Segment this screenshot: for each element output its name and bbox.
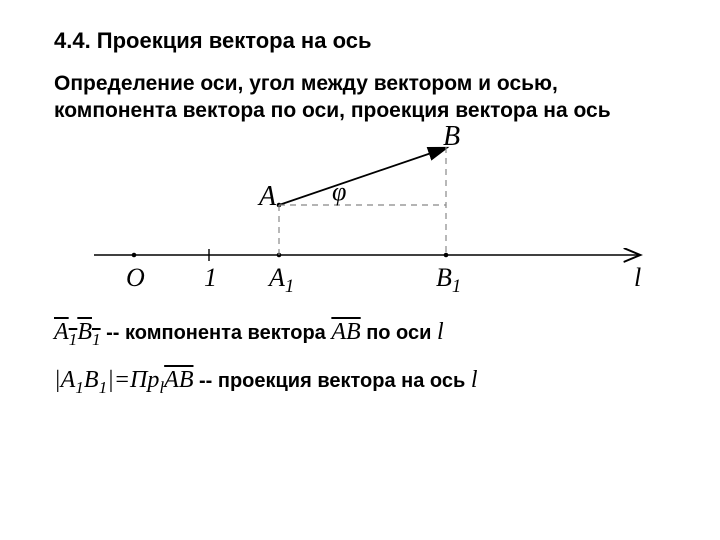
axis-l-symbol-2: l: [471, 367, 478, 393]
label-B: B: [443, 121, 460, 153]
label-B1: B1: [436, 263, 461, 298]
label-l: l: [634, 263, 641, 293]
component-statement: A1B1 -- компонента вектора AB по оси l: [54, 319, 666, 350]
A1B1-overline: A1B1: [54, 319, 101, 345]
projection-diagram: O 1 A B φ A1 B1 l: [54, 135, 654, 305]
label-A: A: [259, 181, 276, 213]
label-A1: A1: [269, 263, 294, 298]
section-title: 4.4. Проекция вектора на ось: [54, 28, 666, 54]
label-O: O: [126, 263, 145, 293]
component-text: -- компонента вектора: [106, 322, 331, 344]
label-phi: φ: [332, 177, 346, 207]
AB-overline-2: AB: [164, 367, 193, 393]
projection-formula: |A1B1|=Прl: [54, 367, 164, 393]
axis-l-symbol: l: [437, 319, 444, 345]
label-one: 1: [204, 263, 217, 293]
projection-text: -- проекция вектора на ось: [199, 370, 471, 392]
section-subtitle: Определение оси, угол между вектором и о…: [54, 70, 666, 125]
component-post-text: по оси: [366, 322, 437, 344]
projection-statement: |A1B1|=ПрlAB -- проекция вектора на ось …: [54, 367, 666, 398]
AB-overline: AB: [331, 319, 360, 345]
